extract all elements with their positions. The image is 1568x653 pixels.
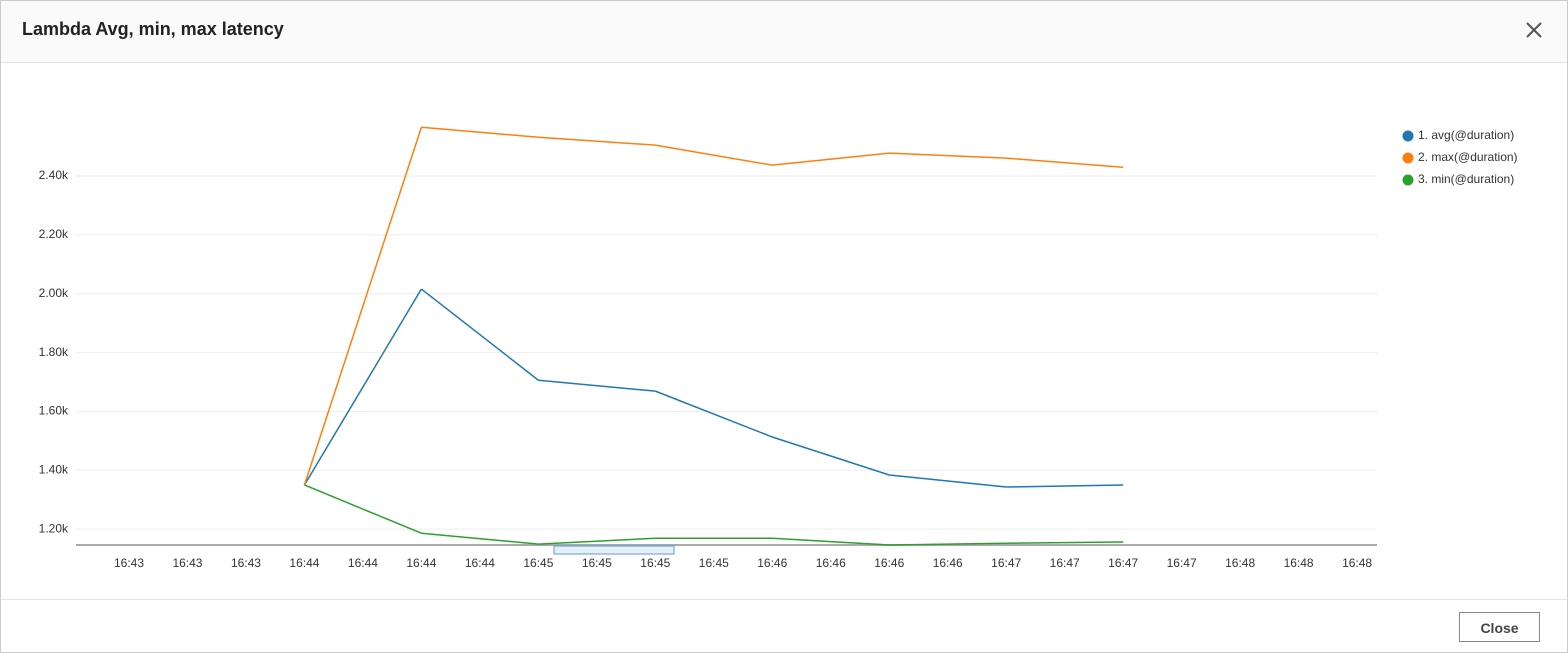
modal-title: Lambda Avg, min, max latency [22, 19, 284, 39]
range-slider [553, 545, 675, 555]
line-segment [303, 126, 423, 486]
line-segment [538, 379, 656, 392]
y-tick-label: 2.40k [39, 168, 69, 182]
y-tick-label: 1.80k [39, 345, 69, 359]
legend-swatch [1402, 130, 1414, 142]
line-segment [303, 288, 423, 486]
legend-swatch [1402, 174, 1414, 186]
close-button[interactable]: Close [1459, 612, 1540, 642]
x-tick-label: 16:48 [1225, 556, 1255, 570]
line-segment [420, 288, 539, 381]
line-segment [772, 537, 890, 546]
x-tick-label: 16:45 [523, 556, 553, 570]
y-tick-label: 1.60k [39, 404, 69, 418]
x-tick-label: 16:47 [991, 556, 1021, 570]
line-segment [889, 542, 1007, 546]
close-icon[interactable] [1523, 19, 1545, 41]
x-tick-label: 16:44 [289, 556, 319, 570]
legend-swatch [1402, 152, 1414, 164]
line-segment [1006, 157, 1124, 168]
x-tick-label: 16:43 [172, 556, 202, 570]
modal-header [1, 1, 1567, 63]
line-segment [538, 136, 656, 146]
line-segment [772, 436, 890, 476]
y-tick-label: 2.00k [39, 286, 69, 300]
x-tick-label: 16:44 [348, 556, 378, 570]
x-tick-label: 16:46 [757, 556, 787, 570]
x-tick-label: 16:46 [874, 556, 904, 570]
y-tick-label: 1.40k [39, 462, 69, 476]
line-segment [304, 484, 422, 534]
line-segment [1006, 484, 1124, 488]
y-tick-label: 2.20k [39, 227, 69, 241]
line-segment [655, 144, 773, 166]
modal-footer [1, 599, 1567, 600]
x-tick-label: 16:44 [406, 556, 436, 570]
line-segment [889, 152, 1007, 159]
x-tick-label: 16:46 [933, 556, 963, 570]
y-tick-label: 1.20k [39, 521, 69, 535]
line-segment [538, 537, 656, 545]
line-segment [1006, 541, 1124, 544]
line-segment [772, 152, 890, 166]
x-tick-label: 16:43 [231, 556, 261, 570]
x-tick-label: 16:43 [114, 556, 144, 570]
x-tick-label: 16:45 [699, 556, 729, 570]
legend-label: 3. min(@duration) [1418, 172, 1514, 186]
x-tick-label: 16:48 [1284, 556, 1314, 570]
chart: 1.20k 1.40k 1.60k 1.80k 2.00k 2.20k 2.40k 16:43… [39, 126, 1518, 570]
x-tick-label: 16:47 [1050, 556, 1080, 570]
x-tick-label: 16:45 [640, 556, 670, 570]
x-tick-label: 16:47 [1108, 556, 1138, 570]
line-segment [655, 390, 773, 438]
legend-label: 1. avg(@duration) [1418, 128, 1514, 142]
line-segment [421, 126, 539, 138]
line-segment [421, 532, 539, 545]
x-tick-label: 16:45 [582, 556, 612, 570]
x-tick-label: 16:48 [1342, 556, 1372, 570]
legend-label: 2. max(@duration) [1418, 150, 1518, 164]
x-tick-label: 16:46 [816, 556, 846, 570]
x-tick-label: 16:47 [1167, 556, 1197, 570]
x-tick-label: 16:44 [465, 556, 495, 570]
line-segment [889, 474, 1007, 488]
